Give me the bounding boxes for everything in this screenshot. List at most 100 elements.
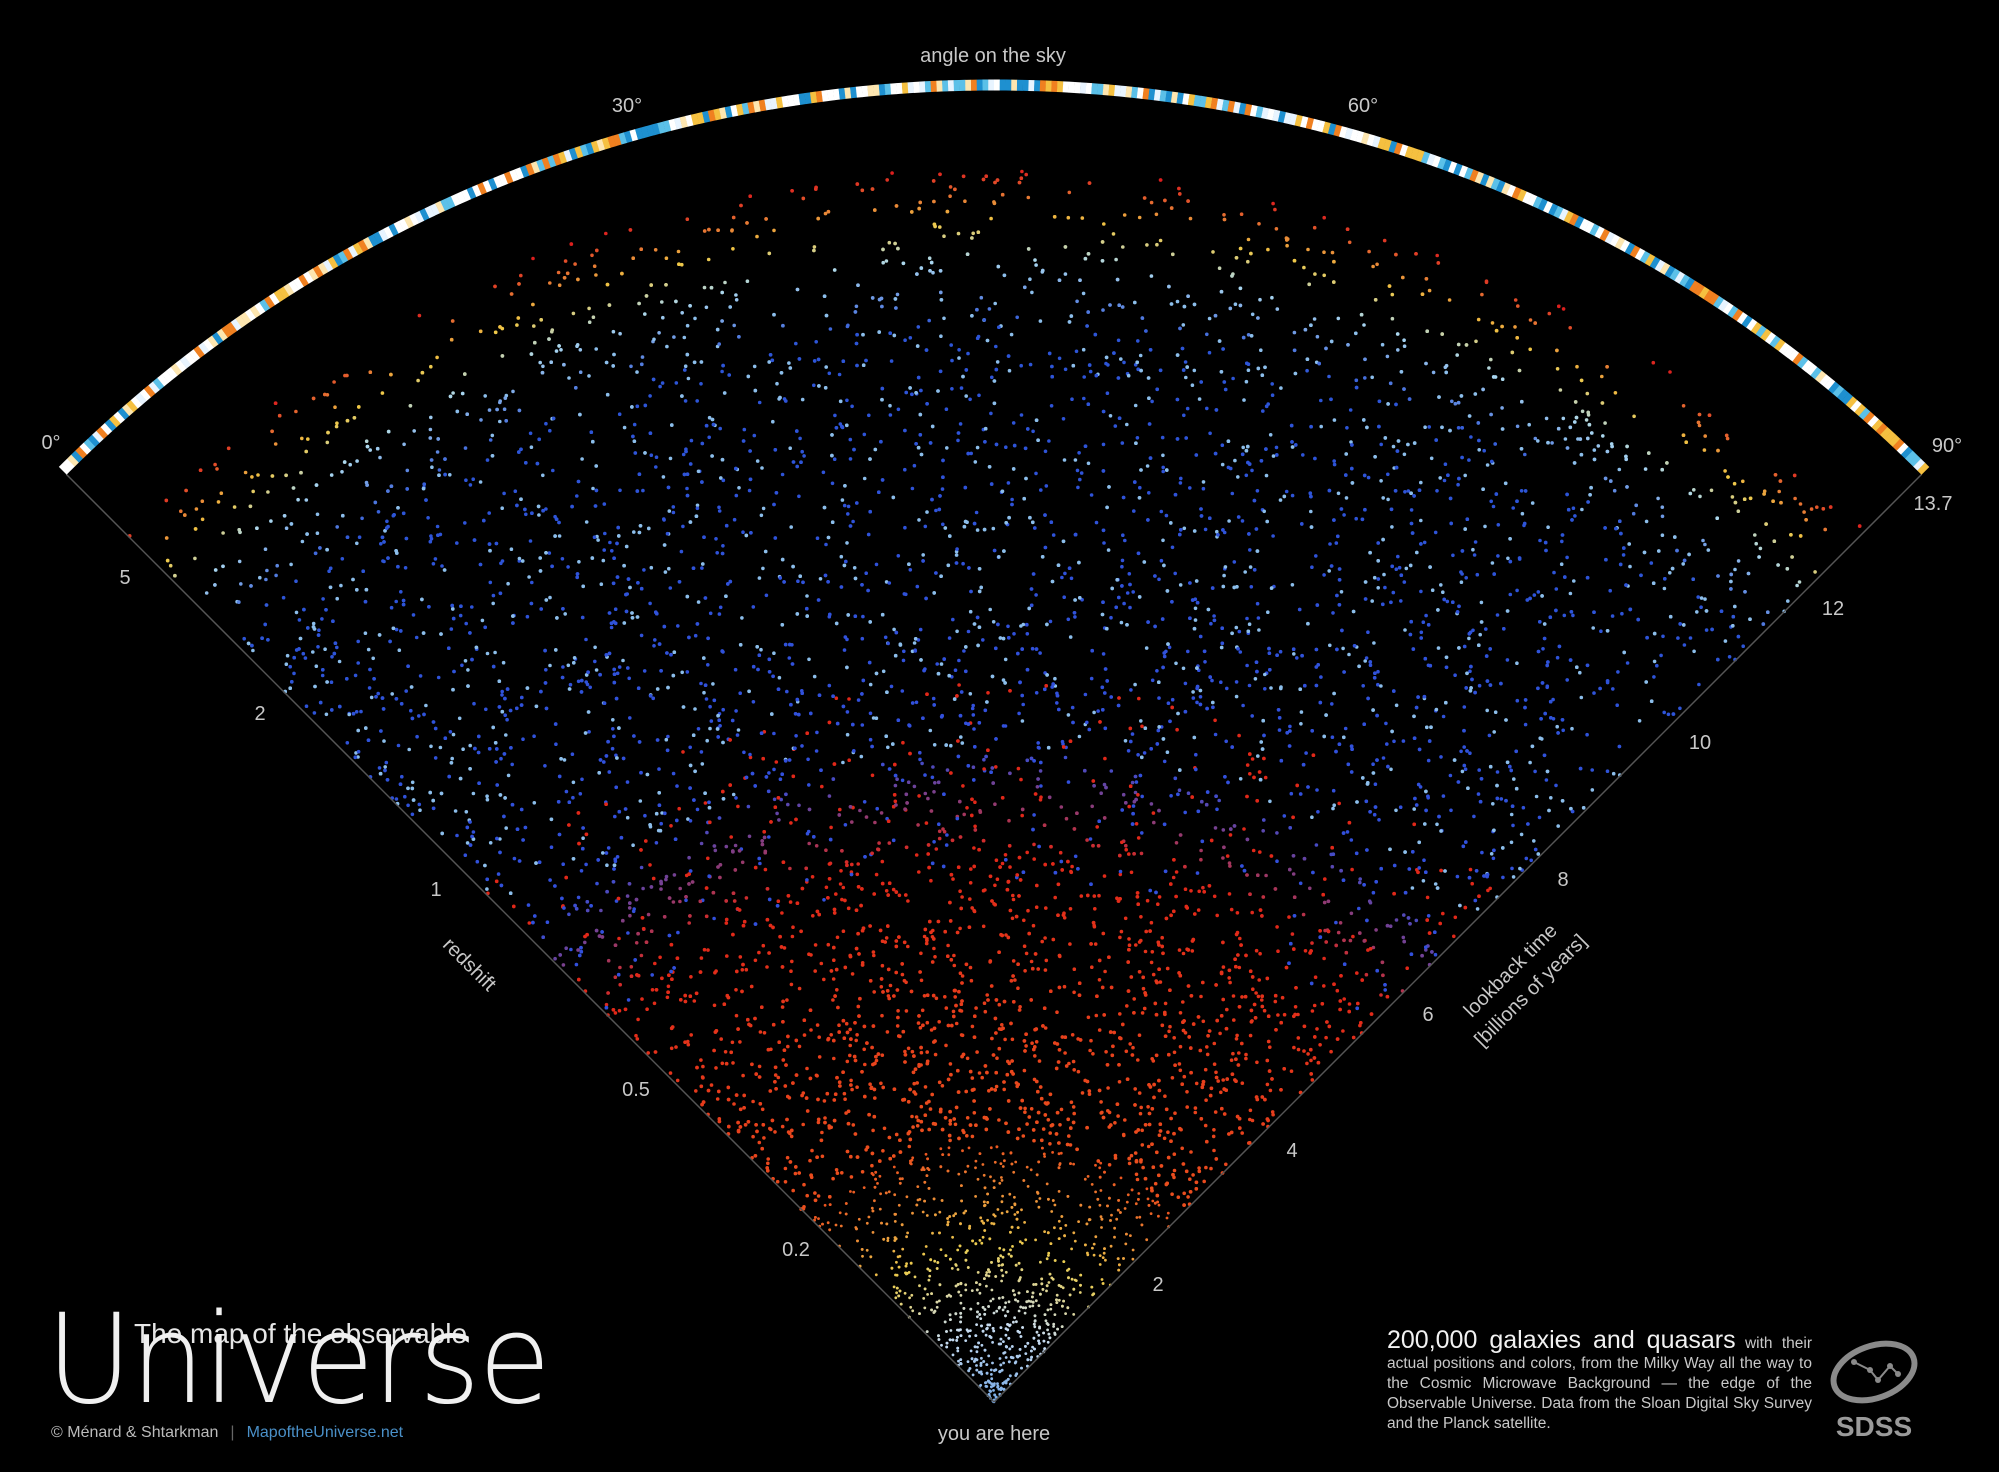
galaxy-dot <box>959 735 963 739</box>
galaxy-dot <box>856 862 860 866</box>
galaxy-dot <box>1149 960 1154 965</box>
galaxy-dot <box>826 1221 830 1225</box>
galaxy-dot <box>1572 579 1576 583</box>
galaxy-dot <box>1236 475 1240 479</box>
galaxy-dot <box>910 1049 915 1054</box>
galaxy-dot <box>1046 1340 1050 1344</box>
galaxy-dot <box>920 761 924 766</box>
galaxy-dot <box>826 942 831 947</box>
galaxy-dot <box>1016 1299 1020 1303</box>
galaxy-dot <box>740 968 745 972</box>
galaxy-dot <box>1575 364 1579 369</box>
galaxy-dot <box>355 459 359 463</box>
galaxy-dot <box>835 988 839 992</box>
galaxy-dot <box>776 899 781 903</box>
galaxy-dot <box>683 399 688 403</box>
galaxy-dot <box>327 569 331 573</box>
galaxy-dot <box>993 883 997 888</box>
galaxy-dot <box>428 427 433 432</box>
galaxy-dot <box>968 1334 971 1338</box>
galaxy-dot <box>956 438 960 443</box>
galaxy-dot <box>830 481 835 486</box>
galaxy-dot <box>1201 486 1206 491</box>
galaxy-dot <box>1174 870 1179 874</box>
galaxy-dot <box>1046 1308 1050 1312</box>
galaxy-dot <box>858 808 862 813</box>
galaxy-dot <box>1348 938 1353 943</box>
galaxy-dot <box>652 337 656 342</box>
galaxy-dot <box>1246 237 1251 242</box>
galaxy-dot <box>451 732 456 737</box>
galaxy-dot <box>674 1045 678 1049</box>
galaxy-dot <box>1028 1305 1032 1308</box>
galaxy-dot <box>1073 458 1078 462</box>
galaxy-dot <box>886 745 890 750</box>
galaxy-dot <box>1350 867 1354 872</box>
galaxy-dot <box>1301 912 1306 917</box>
galaxy-dot <box>860 636 865 641</box>
galaxy-dot <box>1034 471 1038 476</box>
galaxy-dot <box>775 381 779 386</box>
galaxy-dot <box>862 1047 866 1052</box>
galaxy-dot <box>410 780 415 785</box>
galaxy-dot <box>1232 1018 1236 1022</box>
galaxy-dot <box>1419 589 1423 594</box>
galaxy-dot <box>797 803 801 808</box>
galaxy-dot <box>557 283 562 288</box>
galaxy-dot <box>1419 518 1423 523</box>
galaxy-dot <box>1245 663 1249 668</box>
galaxy-dot <box>942 316 946 321</box>
galaxy-dot <box>659 887 663 891</box>
galaxy-dot <box>872 990 876 994</box>
galaxy-dot <box>1140 1011 1145 1015</box>
galaxy-dot <box>487 408 492 412</box>
galaxy-dot <box>1237 733 1241 738</box>
galaxy-dot <box>1057 1190 1061 1193</box>
galaxy-dot <box>566 663 571 668</box>
galaxy-dot <box>949 743 953 748</box>
galaxy-dot <box>1342 513 1346 517</box>
galaxy-dot <box>1435 253 1439 258</box>
galaxy-dot <box>1171 875 1176 880</box>
galaxy-dot <box>485 794 489 798</box>
galaxy-dot <box>1277 728 1282 732</box>
galaxy-dot <box>939 334 943 339</box>
galaxy-dot <box>491 593 496 598</box>
galaxy-dot <box>881 260 885 265</box>
galaxy-dot <box>314 664 319 668</box>
galaxy-dot <box>498 419 502 424</box>
galaxy-dot <box>1064 816 1069 821</box>
galaxy-dot <box>1215 913 1219 918</box>
galaxy-dot <box>1210 678 1214 683</box>
galaxy-dot <box>461 747 465 751</box>
galaxy-dot <box>944 1006 949 1010</box>
galaxy-dot <box>1034 691 1039 695</box>
galaxy-dot <box>1341 646 1345 651</box>
galaxy-dot <box>532 734 536 738</box>
galaxy-dot <box>1443 462 1448 467</box>
galaxy-dot <box>510 762 514 767</box>
galaxy-dot <box>1493 710 1498 714</box>
galaxy-dot <box>1185 1105 1189 1109</box>
galaxy-dot <box>1046 1328 1049 1332</box>
galaxy-dot <box>814 340 818 344</box>
galaxy-dot <box>571 780 576 785</box>
galaxy-dot <box>658 955 662 960</box>
galaxy-dot <box>1546 525 1550 529</box>
galaxy-dot <box>410 812 415 817</box>
galaxy-dot <box>1000 1279 1003 1283</box>
galaxy-dot <box>1132 997 1136 1001</box>
galaxy-dot <box>1253 677 1258 681</box>
galaxy-dot <box>1245 763 1250 767</box>
galaxy-dot <box>200 517 205 522</box>
galaxy-dot <box>1345 830 1350 834</box>
galaxy-dot <box>990 1288 994 1292</box>
galaxy-dot <box>970 706 975 711</box>
galaxy-dot <box>300 539 305 544</box>
galaxy-dot <box>1425 895 1430 900</box>
galaxy-dot <box>1456 482 1460 487</box>
galaxy-dot <box>744 896 749 900</box>
galaxy-dot <box>1524 856 1529 861</box>
galaxy-dot <box>1427 288 1432 293</box>
galaxy-dot <box>985 1284 988 1288</box>
